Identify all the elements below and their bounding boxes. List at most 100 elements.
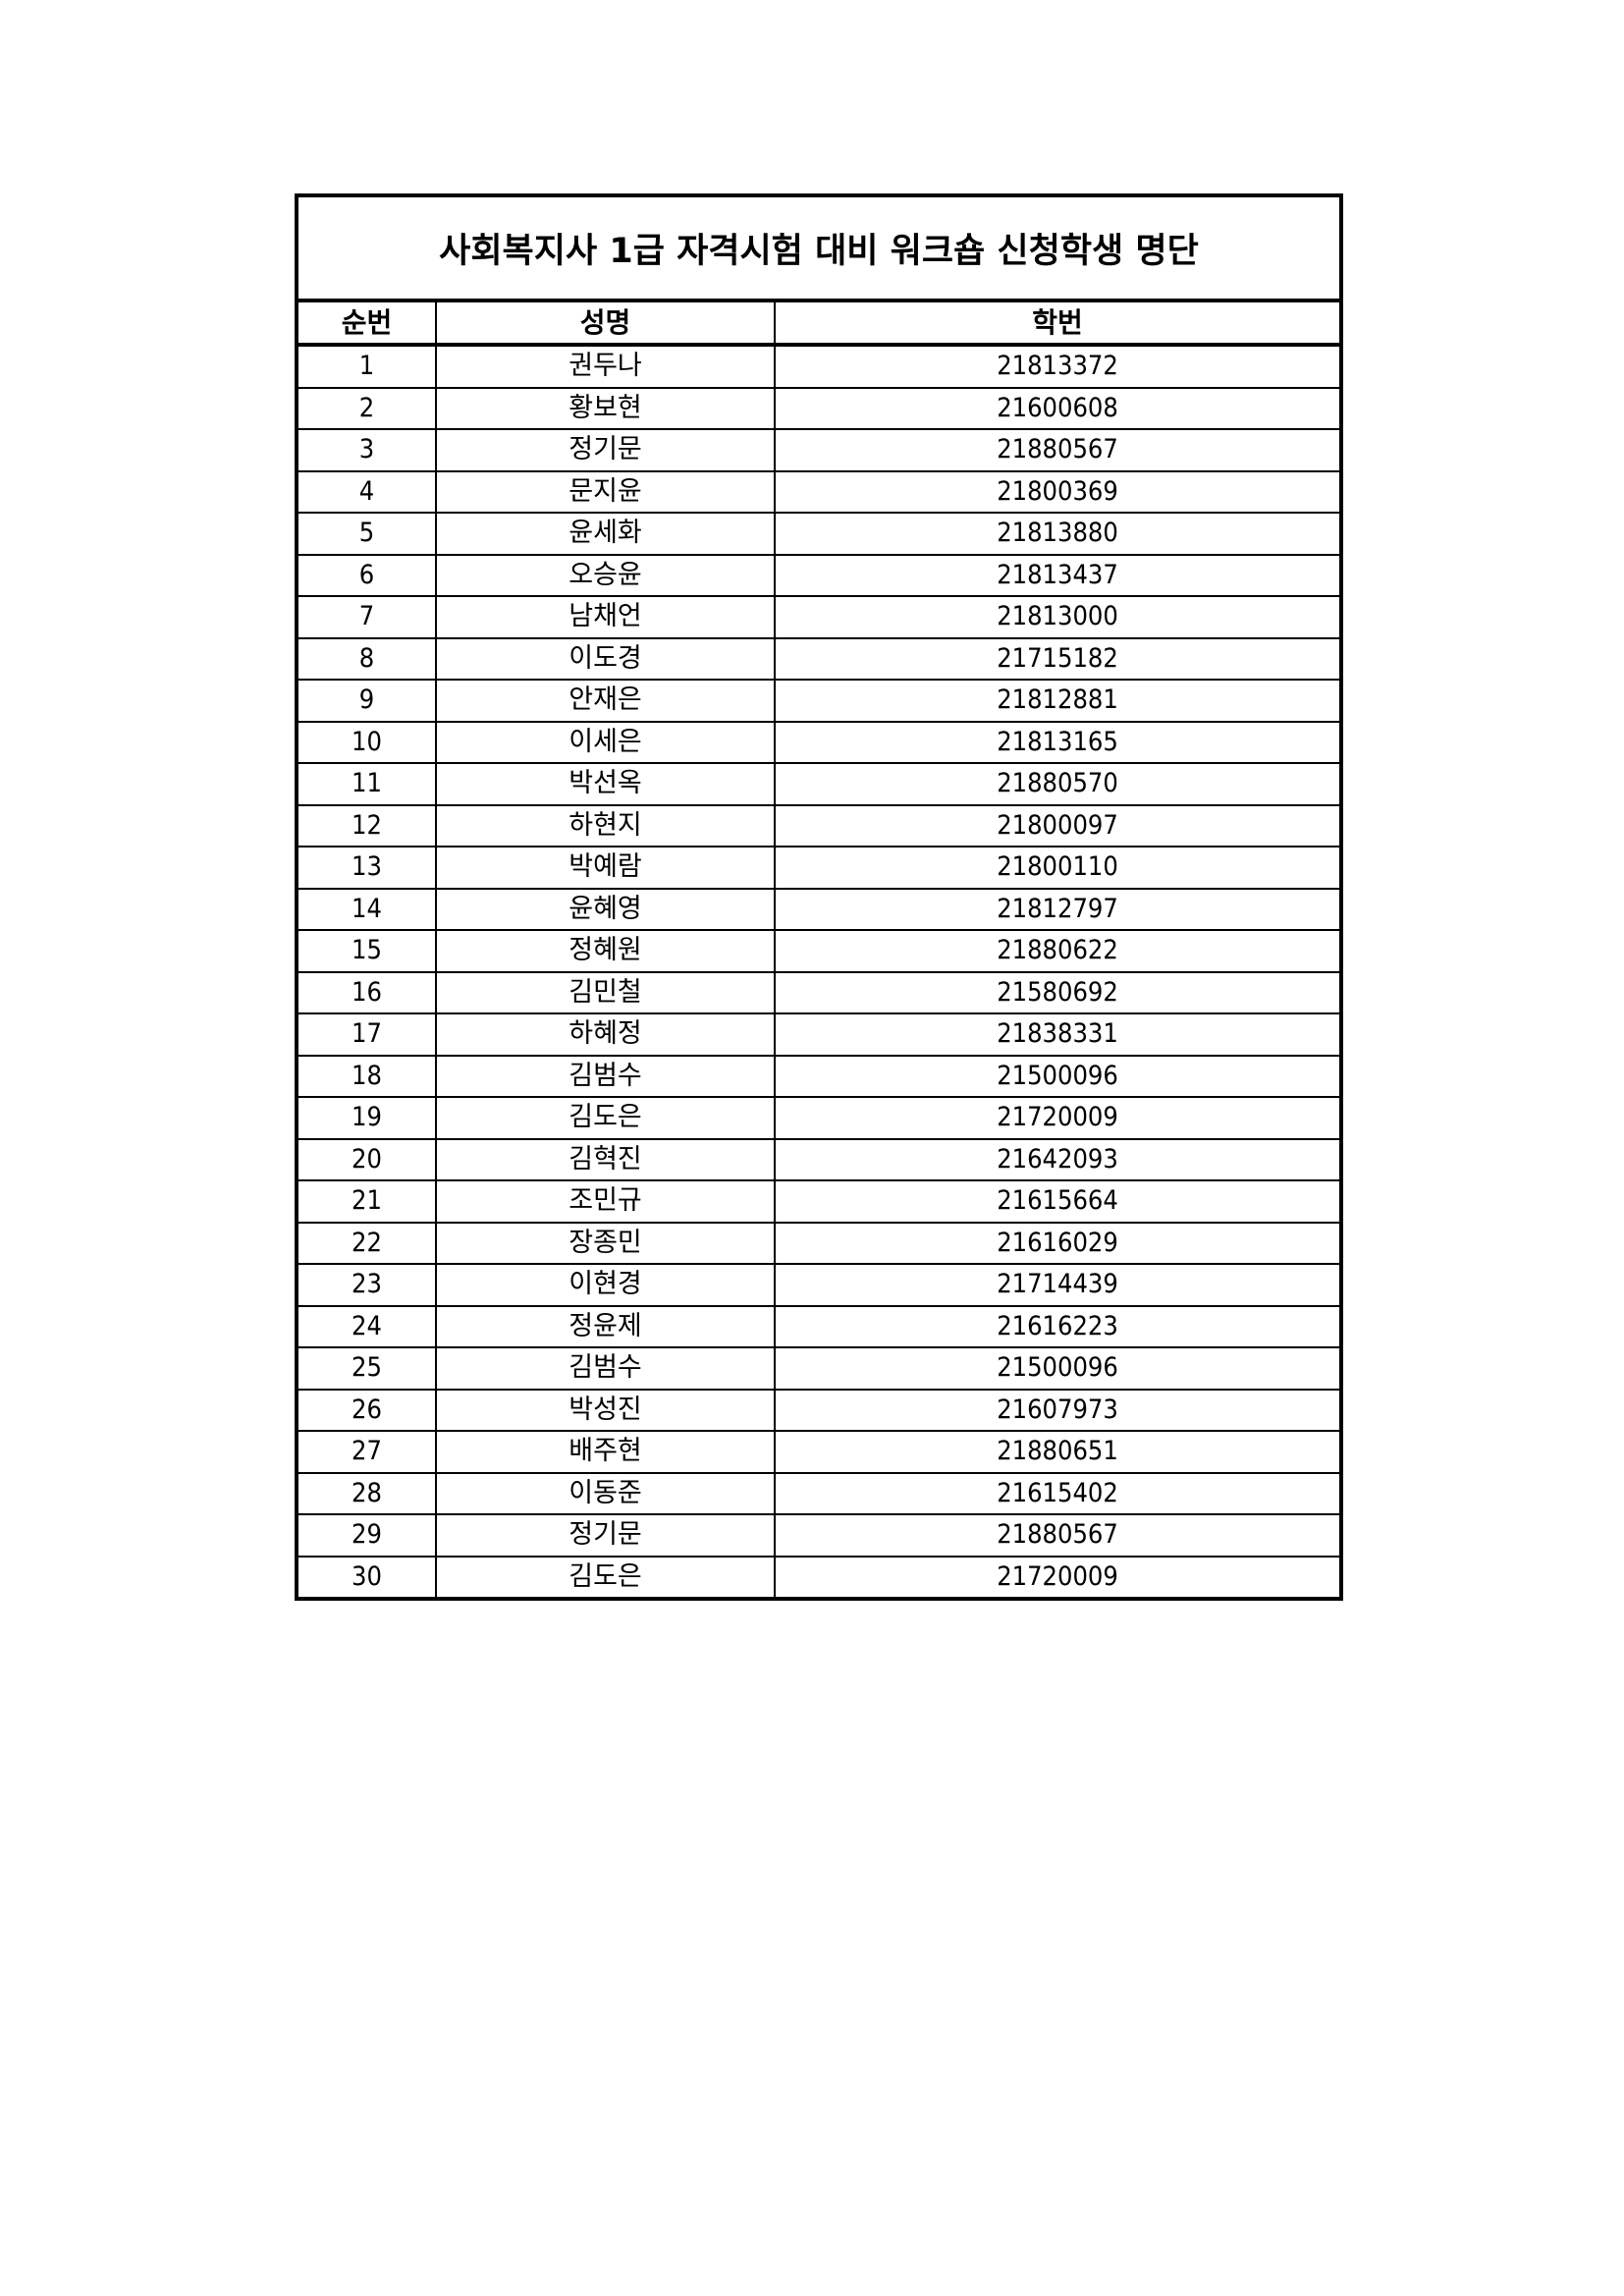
student-id: 21880651 (774, 1430, 1339, 1474)
row-number: 19 (298, 1096, 437, 1140)
student-name: 김도은 (435, 1096, 776, 1140)
student-name: 정혜원 (435, 929, 776, 973)
row-number: 4 (298, 469, 437, 514)
row-number: 26 (298, 1388, 437, 1432)
table-row: 24 정윤제 21616223 (298, 1304, 1339, 1348)
student-id: 21500096 (774, 1346, 1339, 1391)
roster-table: 순번 성명 학번 1 권두나 21813372 2 황보현 21600608 3 정기문 218… (298, 302, 1339, 1597)
student-name: 윤세화 (435, 512, 776, 556)
row-number: 24 (298, 1304, 437, 1348)
student-id: 21615402 (774, 1471, 1339, 1515)
student-id: 21880567 (774, 428, 1339, 472)
table-row: 2 황보현 21600608 (298, 386, 1339, 430)
row-number: 9 (298, 679, 437, 723)
student-name: 이동준 (435, 1471, 776, 1515)
table-row: 10 이세은 21813165 (298, 720, 1339, 764)
row-number: 30 (298, 1555, 437, 1597)
row-number: 22 (298, 1221, 437, 1265)
table-row: 29 정기문 21880567 (298, 1513, 1339, 1558)
student-id: 21880622 (774, 929, 1339, 973)
table-row: 1 권두나 21813372 (298, 344, 1339, 389)
row-number: 16 (298, 970, 437, 1014)
table-row: 20 김혁진 21642093 (298, 1137, 1339, 1181)
student-id: 21616223 (774, 1304, 1339, 1348)
student-name: 권두나 (435, 344, 776, 389)
row-number: 25 (298, 1346, 437, 1391)
row-number: 28 (298, 1471, 437, 1515)
row-number: 10 (298, 720, 437, 764)
table-row: 30 김도은 21720009 (298, 1555, 1339, 1597)
row-number: 8 (298, 636, 437, 681)
row-number: 15 (298, 929, 437, 973)
row-number: 27 (298, 1430, 437, 1474)
row-number: 7 (298, 595, 437, 639)
student-id: 21715182 (774, 636, 1339, 681)
student-id: 21813372 (774, 344, 1339, 389)
column-header-name: 성명 (435, 302, 776, 347)
student-id: 21880567 (774, 1513, 1339, 1558)
student-id: 21720009 (774, 1096, 1339, 1140)
student-name: 안재은 (435, 679, 776, 723)
table-row: 23 이현경 21714439 (298, 1263, 1339, 1307)
student-id: 21813000 (774, 595, 1339, 639)
student-name: 이세은 (435, 720, 776, 764)
student-id: 21600608 (774, 386, 1339, 430)
row-number: 2 (298, 386, 437, 430)
table-row: 3 정기문 21880567 (298, 428, 1339, 472)
table-row: 28 이동준 21615402 (298, 1471, 1339, 1515)
student-name: 김혁진 (435, 1137, 776, 1181)
student-name: 박선옥 (435, 762, 776, 806)
student-id: 21813880 (774, 512, 1339, 556)
column-header-number: 순번 (298, 302, 437, 347)
table-row: 14 윤혜영 21812797 (298, 887, 1339, 931)
table-row: 21 조민규 21615664 (298, 1179, 1339, 1224)
row-number: 6 (298, 553, 437, 597)
row-number: 21 (298, 1179, 437, 1224)
table-row: 16 김민철 21580692 (298, 970, 1339, 1014)
row-number: 17 (298, 1012, 437, 1057)
table-row: 4 문지윤 21800369 (298, 469, 1339, 514)
student-name: 하현지 (435, 803, 776, 847)
row-number: 13 (298, 846, 437, 890)
student-name: 박성진 (435, 1388, 776, 1432)
student-name: 김범수 (435, 1054, 776, 1098)
table-row: 25 김범수 21500096 (298, 1346, 1339, 1391)
student-id: 21813437 (774, 553, 1339, 597)
student-name: 윤혜영 (435, 887, 776, 931)
student-id: 21812797 (774, 887, 1339, 931)
student-name: 문지윤 (435, 469, 776, 514)
table-row: 19 김도은 21720009 (298, 1096, 1339, 1140)
student-name: 하혜정 (435, 1012, 776, 1057)
row-number: 14 (298, 887, 437, 931)
row-number: 1 (298, 344, 437, 389)
student-name: 김민철 (435, 970, 776, 1014)
student-id: 21800110 (774, 846, 1339, 890)
row-number: 5 (298, 512, 437, 556)
student-name: 배주현 (435, 1430, 776, 1474)
table-row: 11 박선옥 21880570 (298, 762, 1339, 806)
student-name: 남채언 (435, 595, 776, 639)
row-number: 20 (298, 1137, 437, 1181)
student-id: 21714439 (774, 1263, 1339, 1307)
student-id: 21642093 (774, 1137, 1339, 1181)
table-row: 22 장종민 21616029 (298, 1221, 1339, 1265)
table-row: 12 하현지 21800097 (298, 803, 1339, 847)
table-row: 8 이도경 21715182 (298, 636, 1339, 681)
student-name: 김범수 (435, 1346, 776, 1391)
student-id: 21500096 (774, 1054, 1339, 1098)
row-number: 12 (298, 803, 437, 847)
table-row: 17 하혜정 21838331 (298, 1012, 1339, 1057)
student-id: 21720009 (774, 1555, 1339, 1597)
student-id: 21813165 (774, 720, 1339, 764)
student-name: 김도은 (435, 1555, 776, 1597)
table-row: 9 안재은 21812881 (298, 679, 1339, 723)
student-name: 박예람 (435, 846, 776, 890)
table-row: 27 배주현 21880651 (298, 1430, 1339, 1474)
student-name: 이도경 (435, 636, 776, 681)
student-name: 정기문 (435, 428, 776, 472)
student-id: 21800369 (774, 469, 1339, 514)
student-id: 21838331 (774, 1012, 1339, 1057)
student-id: 21880570 (774, 762, 1339, 806)
row-number: 18 (298, 1054, 437, 1098)
